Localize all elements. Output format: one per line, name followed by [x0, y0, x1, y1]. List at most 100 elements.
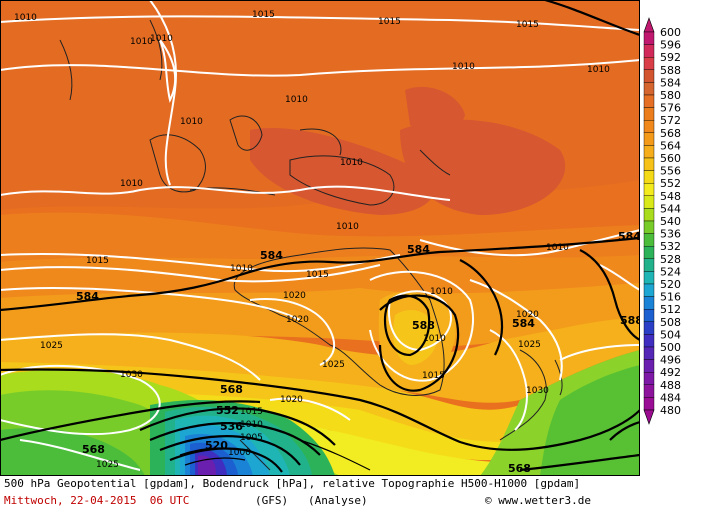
isobar-label: 1015 — [240, 407, 263, 417]
isobar-label: 1015 — [86, 256, 109, 266]
footer-date: Mittwoch, 22-04-2015 06 UTC — [4, 494, 190, 507]
legend-label: 484 — [660, 391, 681, 404]
legend-label: 600 — [660, 26, 681, 39]
legend-swatch — [643, 107, 655, 121]
footer-credit[interactable]: © www.wetter3.de — [485, 494, 591, 507]
geopotential-label: 584 — [618, 230, 640, 243]
geopotential-label: 536 — [220, 420, 243, 433]
legend-label: 492 — [660, 366, 681, 379]
legend-swatch — [643, 346, 655, 360]
legend-swatch — [643, 271, 655, 285]
isobar-label: 1010 — [120, 179, 143, 189]
isobar-label: 1025 — [322, 360, 345, 370]
isobar-label: 1025 — [40, 341, 63, 351]
isobar-label: 1015 — [422, 371, 445, 381]
isobar-label: 1000 — [228, 448, 251, 458]
legend-swatch — [643, 372, 655, 386]
isobar-label: 1010 — [336, 222, 359, 232]
legend-label: 520 — [660, 278, 681, 291]
isobar-label: 1010 — [452, 62, 475, 72]
footer-model: (GFS) (Analyse) — [255, 494, 368, 507]
legend-swatch — [643, 182, 655, 196]
legend-swatch — [643, 170, 655, 184]
legend-label: 536 — [660, 228, 681, 241]
legend-arrow-bottom — [643, 409, 655, 425]
geopotential-label: 552 — [216, 404, 239, 417]
legend-bars — [643, 17, 655, 425]
legend-label: 516 — [660, 291, 681, 304]
isobar-label: 1030 — [120, 370, 143, 380]
legend-swatch — [643, 296, 655, 310]
legend-label: 524 — [660, 265, 681, 278]
geopotential-label: 568 — [508, 462, 531, 475]
isobar-label: 1015 — [378, 17, 401, 27]
isobar-label: 1020 — [280, 395, 303, 405]
geopotential-label: 584 — [512, 317, 535, 330]
isobar-label: 1025 — [518, 340, 541, 350]
legend-swatch — [643, 309, 655, 323]
legend-swatch — [643, 157, 655, 171]
legend-swatch — [643, 94, 655, 108]
legend-label: 552 — [660, 177, 681, 190]
geopotential-label: 568 — [82, 443, 105, 456]
legend-swatch — [643, 397, 655, 411]
legend-swatch — [643, 82, 655, 96]
legend-swatch — [643, 359, 655, 373]
legend-label: 576 — [660, 102, 681, 115]
isobar-label: 1015 — [306, 270, 329, 280]
isobar-label: 1010 — [180, 117, 203, 127]
legend-swatch — [643, 321, 655, 335]
legend-label: 596 — [660, 39, 681, 52]
isobar-label: 1015 — [252, 10, 275, 20]
legend-swatch — [643, 384, 655, 398]
isobar-labels: 1010 1010 1015 1015 1010 1010 1010 1010 … — [14, 10, 610, 470]
legend-swatch — [643, 208, 655, 222]
legend-label: 496 — [660, 354, 681, 367]
legend-label: 500 — [660, 341, 681, 354]
legend-label: 480 — [660, 404, 681, 417]
legend-label: 540 — [660, 215, 681, 228]
geopotential-label: 584 — [76, 290, 99, 303]
legend-label: 572 — [660, 114, 681, 127]
isobar-label: 1020 — [516, 310, 539, 320]
legend-label: 512 — [660, 303, 681, 316]
map-frame — [0, 0, 640, 476]
legend-swatch — [643, 334, 655, 348]
legend-label: 568 — [660, 127, 681, 140]
legend-label: 532 — [660, 240, 681, 253]
isobar-label: 1020 — [286, 315, 309, 325]
geopotential-label: 520 — [205, 439, 228, 452]
legend-label: 584 — [660, 76, 681, 89]
footer-description: 500 hPa Geopotential [gpdam], Bodendruck… — [4, 477, 581, 490]
weather-map: 1010 1010 1015 1015 1010 1010 1010 1010 … — [0, 0, 640, 476]
legend-swatch — [643, 132, 655, 146]
legend-swatch — [643, 233, 655, 247]
isobar-label: 1010 — [587, 65, 610, 75]
legend-swatch — [643, 283, 655, 297]
legend-label: 528 — [660, 253, 681, 266]
legend-swatch — [643, 31, 655, 45]
geopotential-label: 568 — [220, 383, 243, 396]
low-pressure-label: 1010 — [423, 334, 446, 344]
map-footer: 500 hPa Geopotential [gpdam], Bodendruck… — [0, 476, 704, 513]
legend-swatch — [643, 69, 655, 83]
geopotential-label: 584 — [407, 243, 430, 256]
isobar-label: 1005 — [240, 433, 263, 443]
legend-swatch — [643, 195, 655, 209]
geopotential-label: 584 — [260, 249, 283, 262]
isobar-label: 1010 — [285, 95, 308, 105]
legend-swatch — [643, 258, 655, 272]
legend-swatch — [643, 57, 655, 71]
legend-swatch — [643, 245, 655, 259]
isobar-label: 1010 — [150, 34, 173, 44]
legend-label: 580 — [660, 89, 681, 102]
legend-labels: 6005965925885845805765725685645605565525… — [660, 26, 681, 417]
isobars — [0, 0, 640, 471]
legend-label: 588 — [660, 64, 681, 77]
isobar-label: 1010 — [14, 13, 37, 23]
legend-swatch — [643, 44, 655, 58]
geopotential-labels: 584 584 584 584 588 568 552 536 520 568 … — [76, 230, 640, 475]
legend-arrow-top — [643, 17, 655, 33]
legend-label: 488 — [660, 379, 681, 392]
legend-swatch — [643, 220, 655, 234]
